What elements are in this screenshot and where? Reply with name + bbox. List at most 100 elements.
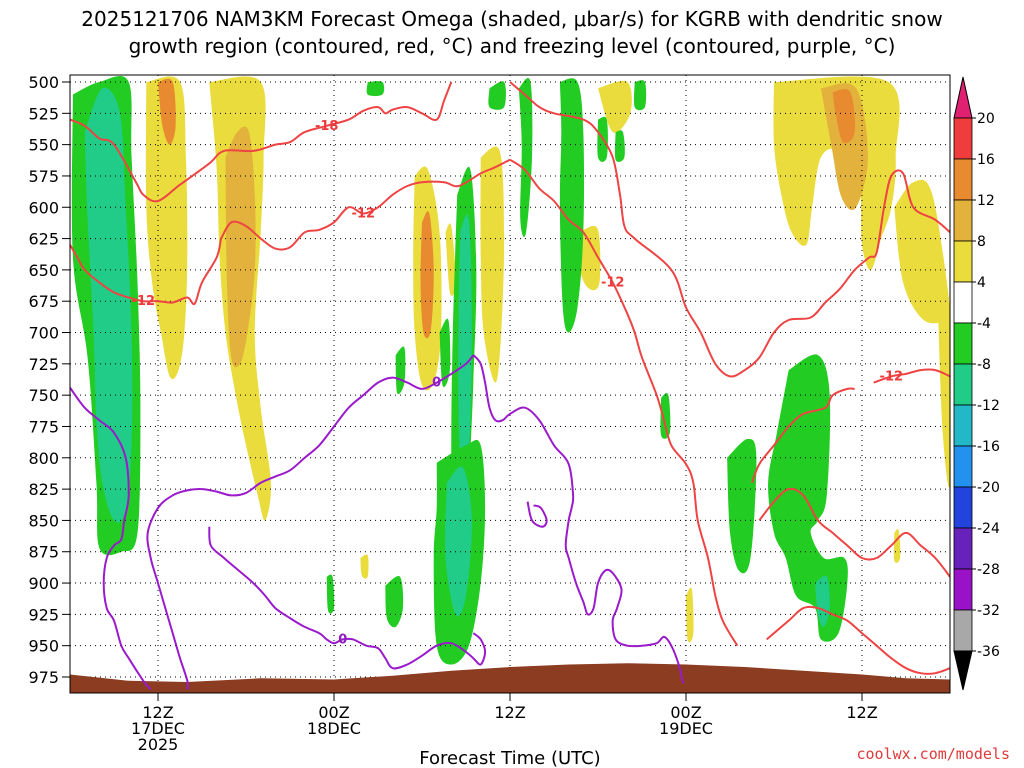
y-tick-label: 800	[28, 449, 59, 468]
omega-region	[360, 554, 369, 579]
dgz-contour-line	[758, 487, 950, 578]
dgz-contour-line	[70, 81, 453, 203]
colorbar-bottom-arrow	[953, 650, 973, 691]
colorbar-label: -4	[977, 316, 991, 332]
omega-region	[559, 78, 585, 333]
chart-title-line-1: 2025121706 NAM3KM Forecast Omega (shaded…	[81, 7, 942, 31]
dgz-contour-label: -12	[601, 275, 625, 290]
colorbar-bin	[953, 609, 973, 652]
freezing-level-contour-label: 0	[338, 632, 347, 647]
credit-text: coolwx.com/models	[856, 745, 1010, 763]
freezing-level-contour-label: 0	[432, 376, 441, 391]
y-tick-label: 525	[28, 104, 59, 123]
omega-region	[894, 179, 950, 324]
omega-region	[366, 81, 385, 97]
y-tick-label: 575	[28, 167, 59, 186]
y-tick-label: 950	[28, 637, 59, 656]
colorbar-label: 8	[977, 234, 986, 250]
omega-region	[773, 76, 900, 270]
y-tick-label: 775	[28, 418, 59, 437]
terrain-layer	[70, 663, 950, 693]
omega-region	[893, 529, 901, 563]
colorbar-label: 4	[977, 275, 986, 291]
colorbar-top-arrow	[953, 76, 973, 119]
omega-region	[614, 130, 625, 162]
colorbar-bin	[953, 158, 973, 201]
colorbar-label: -20	[977, 480, 1000, 496]
dgz-contour-line	[509, 81, 950, 378]
y-axis: 500 525 550 575 600 625 650 675 700 725 750 775 800 8…	[28, 73, 70, 687]
x-tick-label: 18DEC	[307, 719, 361, 738]
y-tick-label: 650	[28, 261, 59, 280]
y-tick-label: 825	[28, 480, 59, 499]
omega-region	[598, 80, 632, 133]
colorbar-bin	[953, 404, 973, 447]
omega-region	[445, 223, 456, 297]
colorbar-bin	[953, 240, 973, 283]
terrain-surface	[70, 663, 950, 693]
omega-region	[832, 89, 856, 144]
omega-region	[145, 76, 188, 380]
y-tick-label: 675	[28, 292, 59, 311]
omega-region	[580, 225, 601, 291]
colorbar-label: -24	[977, 521, 1000, 537]
omega-region	[488, 81, 506, 110]
x-tick-label: 12Z	[142, 703, 173, 722]
colorbar-bin	[953, 117, 973, 160]
omega-region	[727, 438, 757, 574]
colorbar-bin	[953, 281, 973, 324]
dgz-contour-label: -18	[315, 119, 339, 134]
colorbar-bin	[953, 486, 973, 529]
y-tick-label: 900	[28, 574, 59, 593]
y-tick-label: 700	[28, 324, 59, 343]
omega-region	[385, 576, 404, 628]
omega-region	[815, 575, 830, 628]
y-tick-label: 975	[28, 668, 59, 687]
x-tick-label: 00Z	[318, 703, 349, 722]
colorbar-label: -16	[977, 439, 1000, 455]
y-tick-label: 875	[28, 543, 59, 562]
x-tick-label: 19DEC	[659, 719, 713, 738]
colorbar-bin	[953, 527, 973, 570]
omega-region	[395, 346, 406, 395]
dgz-contour-line	[751, 387, 855, 484]
colorbar-label: -8	[977, 357, 991, 373]
freezing-level-contour-line	[70, 387, 152, 691]
colorbar: 20 16 12 8 4 -4 -8 -12 -16 -20 -24 -28 -32 -36	[953, 76, 1000, 691]
dgz-contour-label: -12	[352, 207, 376, 222]
dgz-contour-line	[509, 158, 739, 647]
dgz-contour-line	[766, 605, 950, 675]
colorbar-label: 20	[977, 111, 995, 127]
freezing-level-contour-line	[472, 354, 685, 684]
x-tick-label: 00Z	[670, 703, 701, 722]
y-tick-label: 750	[28, 386, 59, 405]
omega-region	[518, 77, 533, 237]
omega-region	[660, 393, 671, 439]
contour-label-layer: -18 -12 -12 -12 -12 0 0	[132, 119, 904, 648]
grid-layer	[70, 75, 950, 693]
omega-region	[938, 308, 950, 488]
dgz-contour-label: -12	[880, 369, 904, 384]
dgz-contour-label: -12	[132, 294, 156, 309]
omega-region	[445, 466, 472, 617]
dgz-contour-line	[220, 158, 511, 251]
freezing-level-contour-line	[146, 354, 475, 690]
omega-region	[84, 87, 133, 523]
colorbar-bin	[953, 363, 973, 406]
omega-region	[480, 146, 505, 383]
omega-region	[420, 211, 434, 339]
omega-region	[439, 318, 451, 388]
colorbar-bin	[953, 568, 973, 611]
colorbar-bin	[953, 445, 973, 488]
omega-region	[633, 80, 647, 111]
colorbar-label: -32	[977, 603, 1000, 619]
y-tick-label: 550	[28, 136, 59, 155]
x-axis-label: Forecast Time (UTC)	[419, 748, 600, 768]
y-tick-label: 925	[28, 605, 59, 624]
y-tick-label: 600	[28, 198, 59, 217]
omega-region	[225, 126, 256, 368]
y-tick-label: 625	[28, 230, 59, 249]
omega-shading-layer	[71, 75, 950, 665]
omega-region	[686, 587, 694, 643]
